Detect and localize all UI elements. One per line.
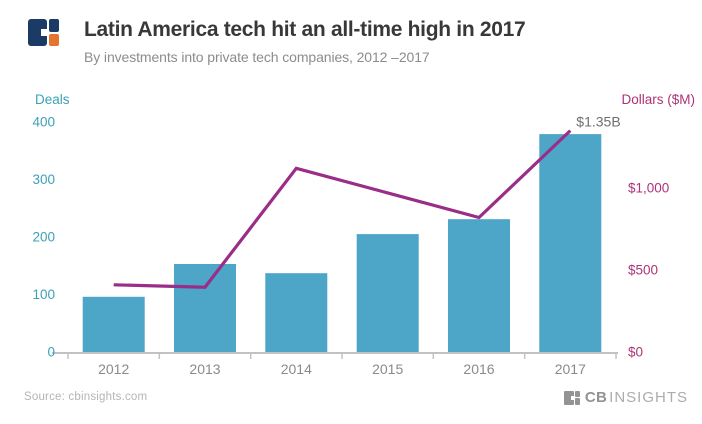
x-axis-label-2014: 2014 bbox=[281, 361, 312, 377]
x-axis-label-2015: 2015 bbox=[372, 361, 403, 377]
cbinsights-logo-icon bbox=[28, 19, 59, 46]
x-axis-label-2016: 2016 bbox=[463, 361, 494, 377]
logo-b-block bbox=[49, 19, 59, 46]
right-axis-tick-0: $0 bbox=[628, 345, 643, 360]
bar-2017 bbox=[539, 134, 602, 352]
left-axis-tick-100: 100 bbox=[32, 287, 55, 302]
bar-2013 bbox=[174, 264, 236, 352]
x-axis-label-2013: 2013 bbox=[189, 361, 220, 377]
x-axis-label-2017: 2017 bbox=[555, 361, 586, 377]
brand-insights-text: INSIGHTS bbox=[609, 389, 688, 406]
left-axis-title: Deals bbox=[35, 92, 70, 107]
bar-2016 bbox=[448, 219, 510, 352]
bar-2014 bbox=[265, 273, 328, 352]
bar-2012 bbox=[82, 296, 145, 352]
left-axis-tick-200: 200 bbox=[32, 230, 55, 245]
left-axis-tick-300: 300 bbox=[32, 172, 55, 187]
cbinsights-wordmark: CB INSIGHTS bbox=[563, 389, 688, 406]
page-title: Latin America tech hit an all-time high … bbox=[84, 18, 526, 41]
dollars-line bbox=[113, 129, 572, 289]
logo-c-block bbox=[28, 19, 48, 46]
brand-cb-text: CB bbox=[584, 389, 608, 406]
left-axis-tick-0: 0 bbox=[47, 345, 55, 360]
source-note: Source: cbinsights.com bbox=[24, 391, 148, 403]
line-annotation: $1.35B bbox=[576, 114, 620, 130]
page-subtitle: By investments into private tech compani… bbox=[84, 49, 430, 65]
left-axis-tick-400: 400 bbox=[32, 115, 55, 130]
right-axis-tick-500: $500 bbox=[628, 263, 658, 278]
bar-2015 bbox=[356, 234, 419, 352]
cbinsights-footer-icon bbox=[563, 390, 581, 405]
x-axis-label-2012: 2012 bbox=[98, 361, 129, 377]
right-axis-title: Dollars ($M) bbox=[621, 92, 695, 107]
right-axis-tick-1000: $1,000 bbox=[628, 181, 669, 196]
